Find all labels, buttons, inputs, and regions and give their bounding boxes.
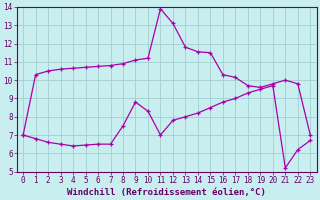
X-axis label: Windchill (Refroidissement éolien,°C): Windchill (Refroidissement éolien,°C): [67, 188, 266, 197]
